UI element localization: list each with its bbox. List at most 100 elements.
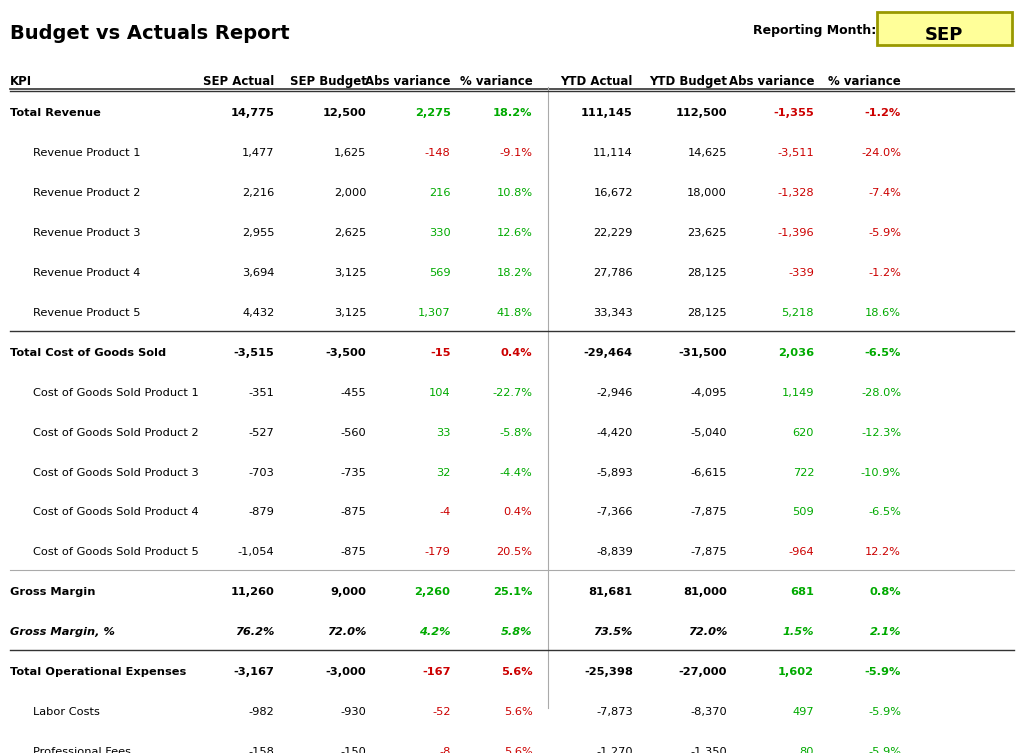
Text: 1,149: 1,149 [781, 388, 814, 398]
Text: -703: -703 [249, 468, 274, 477]
Text: 72.0%: 72.0% [328, 627, 367, 637]
Text: YTD Budget: YTD Budget [649, 75, 727, 88]
Text: -875: -875 [341, 508, 367, 517]
Text: -7,366: -7,366 [596, 508, 633, 517]
Text: -930: -930 [341, 707, 367, 717]
Text: 3,125: 3,125 [334, 268, 367, 278]
Text: 1,477: 1,477 [242, 148, 274, 158]
Text: 3,125: 3,125 [334, 308, 367, 318]
Text: 72.0%: 72.0% [688, 627, 727, 637]
Text: -5.9%: -5.9% [868, 747, 901, 753]
Text: -1,328: -1,328 [777, 188, 814, 198]
Text: -8,839: -8,839 [596, 547, 633, 557]
Text: % variance: % variance [460, 75, 532, 88]
Text: -28.0%: -28.0% [861, 388, 901, 398]
Text: -1,355: -1,355 [773, 108, 814, 118]
Text: -527: -527 [249, 428, 274, 437]
Text: 5,218: 5,218 [781, 308, 814, 318]
Text: 1.5%: 1.5% [782, 627, 814, 637]
Text: 569: 569 [429, 268, 451, 278]
Text: -52: -52 [432, 707, 451, 717]
Text: 2,000: 2,000 [334, 188, 367, 198]
Text: 11,260: 11,260 [230, 587, 274, 597]
Text: -148: -148 [425, 148, 451, 158]
Text: 14,775: 14,775 [230, 108, 274, 118]
Text: -339: -339 [788, 268, 814, 278]
Text: -8: -8 [439, 747, 451, 753]
Text: Revenue Product 4: Revenue Product 4 [33, 268, 140, 278]
Text: 73.5%: 73.5% [594, 627, 633, 637]
Text: -8,370: -8,370 [690, 707, 727, 717]
Text: 216: 216 [429, 188, 451, 198]
Text: -29,464: -29,464 [584, 348, 633, 358]
Text: -31,500: -31,500 [679, 348, 727, 358]
Text: Revenue Product 1: Revenue Product 1 [33, 148, 140, 158]
Text: 509: 509 [793, 508, 814, 517]
Text: 81,000: 81,000 [683, 587, 727, 597]
Text: SEP: SEP [925, 26, 964, 44]
Text: -167: -167 [422, 667, 451, 677]
Text: 20.5%: 20.5% [497, 547, 532, 557]
Text: -5.9%: -5.9% [864, 667, 901, 677]
Text: 2,036: 2,036 [778, 348, 814, 358]
Text: 1,602: 1,602 [778, 667, 814, 677]
Text: 5.6%: 5.6% [501, 667, 532, 677]
Text: 1,625: 1,625 [334, 148, 367, 158]
Text: 0.8%: 0.8% [869, 587, 901, 597]
Text: 112,500: 112,500 [676, 108, 727, 118]
Text: -351: -351 [249, 388, 274, 398]
Text: 497: 497 [793, 707, 814, 717]
Text: -6.5%: -6.5% [864, 348, 901, 358]
Text: Reporting Month:: Reporting Month: [753, 24, 876, 37]
Text: -7,873: -7,873 [596, 707, 633, 717]
Text: -5.9%: -5.9% [868, 228, 901, 238]
Text: -158: -158 [249, 747, 274, 753]
Text: 0.4%: 0.4% [504, 508, 532, 517]
Text: 12.2%: 12.2% [865, 547, 901, 557]
Text: 33: 33 [436, 428, 451, 437]
Text: -3,511: -3,511 [777, 148, 814, 158]
Text: 27,786: 27,786 [593, 268, 633, 278]
Text: 28,125: 28,125 [687, 308, 727, 318]
Text: Revenue Product 2: Revenue Product 2 [33, 188, 140, 198]
Text: 28,125: 28,125 [687, 268, 727, 278]
Text: -9.1%: -9.1% [500, 148, 532, 158]
Text: -12.3%: -12.3% [861, 428, 901, 437]
Text: 2,260: 2,260 [415, 587, 451, 597]
Text: -4.4%: -4.4% [500, 468, 532, 477]
Text: -22.7%: -22.7% [493, 388, 532, 398]
Text: -879: -879 [249, 508, 274, 517]
Text: 4.2%: 4.2% [419, 627, 451, 637]
Text: 722: 722 [793, 468, 814, 477]
Text: Cost of Goods Sold Product 2: Cost of Goods Sold Product 2 [33, 428, 199, 437]
Text: 18.2%: 18.2% [493, 108, 532, 118]
Text: Revenue Product 3: Revenue Product 3 [33, 228, 140, 238]
Text: -875: -875 [341, 547, 367, 557]
Text: -1.2%: -1.2% [865, 108, 901, 118]
Text: 32: 32 [436, 468, 451, 477]
Text: -982: -982 [249, 707, 274, 717]
Text: 2,216: 2,216 [243, 188, 274, 198]
Text: Gross Margin, %: Gross Margin, % [10, 627, 115, 637]
Text: KPI: KPI [10, 75, 33, 88]
Text: Cost of Goods Sold Product 1: Cost of Goods Sold Product 1 [33, 388, 199, 398]
Text: -6.5%: -6.5% [868, 508, 901, 517]
Text: -1,054: -1,054 [238, 547, 274, 557]
Text: -1.2%: -1.2% [868, 268, 901, 278]
Text: 3,694: 3,694 [242, 268, 274, 278]
Text: Professional Fees: Professional Fees [33, 747, 131, 753]
Text: 2,955: 2,955 [242, 228, 274, 238]
Text: -27,000: -27,000 [679, 667, 727, 677]
Text: -25,398: -25,398 [584, 667, 633, 677]
Text: 16,672: 16,672 [593, 188, 633, 198]
Text: -5.8%: -5.8% [500, 428, 532, 437]
Text: YTD Actual: YTD Actual [560, 75, 633, 88]
Text: 76.2%: 76.2% [236, 627, 274, 637]
Text: -6,615: -6,615 [690, 468, 727, 477]
Text: 9,000: 9,000 [331, 587, 367, 597]
Text: -1,270: -1,270 [596, 747, 633, 753]
Text: 23,625: 23,625 [687, 228, 727, 238]
Text: Total Cost of Goods Sold: Total Cost of Goods Sold [10, 348, 166, 358]
Text: -735: -735 [341, 468, 367, 477]
Text: -5,893: -5,893 [596, 468, 633, 477]
